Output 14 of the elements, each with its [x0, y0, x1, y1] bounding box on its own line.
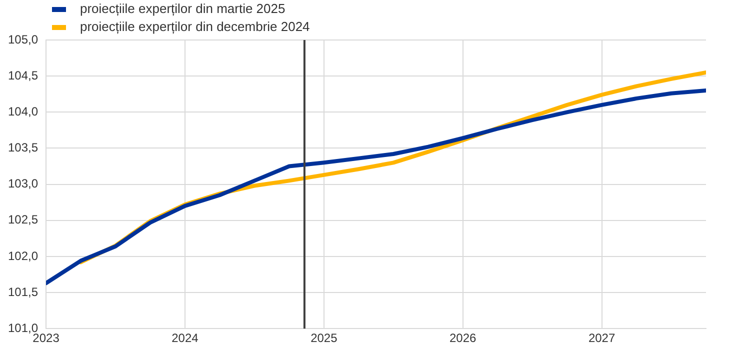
x-tick-label: 2025 — [310, 331, 338, 346]
y-tick-label: 103,5 — [8, 140, 38, 155]
y-tick-label: 103,0 — [8, 176, 38, 191]
legend-label: proiecțiile experților din martie 2025 — [80, 0, 286, 18]
x-tick-label: 2026 — [450, 331, 477, 346]
y-tick-label: 104,0 — [8, 104, 38, 118]
x-tick-label: 2024 — [172, 331, 199, 346]
y-tick-label: 105,0 — [8, 32, 38, 46]
y-tick-label: 102,5 — [8, 212, 38, 227]
y-tick-label: 101,5 — [8, 284, 38, 299]
x-tick-label: 2027 — [588, 331, 616, 346]
legend-label: proiecțiile experților din decembrie 2024 — [80, 18, 310, 36]
y-tick-label: 104,5 — [8, 68, 38, 82]
y-tick-label: 102,0 — [8, 248, 38, 263]
